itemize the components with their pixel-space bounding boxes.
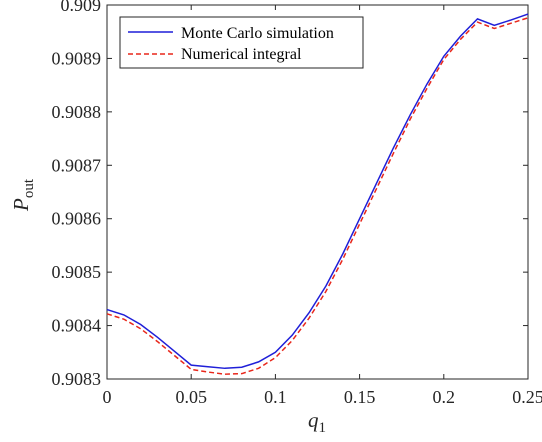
y-axis-label-sub: out — [21, 178, 37, 198]
y-tick-label: 0.9089 — [52, 48, 102, 68]
series-line-monte-carlo — [106, 13, 529, 370]
x-tick-label: 0.25 — [512, 387, 542, 407]
x-axis-label: q1 — [308, 408, 326, 436]
x-axis-label-main: q — [308, 408, 319, 432]
y-tick-label: 0.9084 — [52, 316, 102, 336]
y-tick-label: 0.9088 — [52, 102, 102, 122]
y-tick-label: 0.9085 — [52, 262, 102, 282]
y-axis-label: Pout — [9, 178, 37, 212]
y-axis-label-main: P — [9, 198, 33, 212]
y-tick-label: 0.9087 — [52, 155, 102, 175]
series-lines — [106, 13, 529, 375]
x-tick-label: 0.15 — [344, 387, 376, 407]
x-tick-label: 0.05 — [175, 387, 207, 407]
y-tick-label: 0.9083 — [52, 369, 102, 389]
y-tick-label: 0.9086 — [52, 209, 102, 229]
x-tick-label: 0.1 — [264, 387, 287, 407]
x-tick-label: 0 — [103, 387, 112, 407]
legend-label-numerical: Numerical integral — [181, 46, 302, 63]
x-tick-label: 0.2 — [433, 387, 456, 407]
legend: Monte Carlo simulation Numerical integra… — [119, 16, 364, 69]
series-line-numerical-integral — [106, 17, 529, 375]
y-tick-label: 0.909 — [61, 0, 102, 15]
axis-ticks: 0 0.05 0.1 0.15 0.2 0.25 0.9083 0.9084 0.9085 0.9… — [52, 0, 542, 407]
x-axis-label-sub: 1 — [319, 420, 327, 436]
legend-label-monte-carlo: Monte Carlo simulation — [181, 25, 334, 42]
legend-box — [119, 16, 364, 69]
